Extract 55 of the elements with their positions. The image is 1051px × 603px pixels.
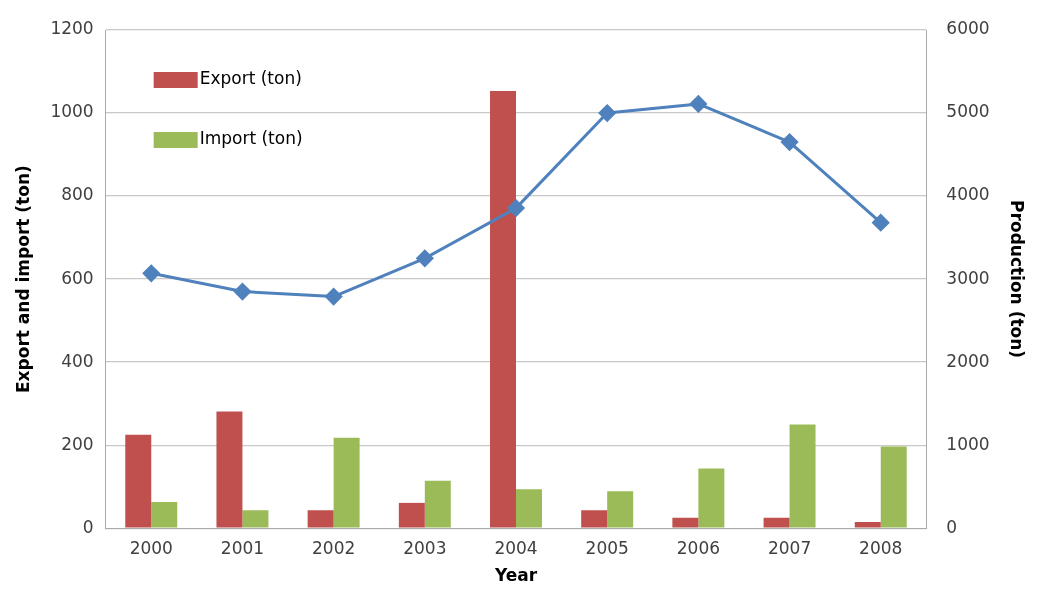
bar <box>151 502 178 528</box>
y2-tick-label: 5000 <box>946 101 990 122</box>
y-tick-label: 800 <box>61 184 94 205</box>
x-tick-label: 2006 <box>676 537 720 558</box>
y2-tick-label: 3000 <box>946 267 990 288</box>
bar <box>854 521 881 528</box>
bar <box>398 502 425 528</box>
point <box>507 199 525 217</box>
bar <box>880 446 907 528</box>
x-tick-label: 2008 <box>859 537 903 558</box>
y-tick-label: 600 <box>61 267 94 288</box>
x-tick-label: 2007 <box>767 537 812 558</box>
x-tick-label: 2000 <box>129 537 173 558</box>
x-tick-label: 2001 <box>220 537 265 558</box>
bar <box>307 510 334 528</box>
y-tick-label: 200 <box>61 433 94 454</box>
bar <box>581 510 608 528</box>
bar <box>698 468 725 528</box>
bar <box>216 411 243 528</box>
y-tick-label: 1000 <box>50 101 94 122</box>
point <box>416 249 434 267</box>
y2-axis-title: Production (ton) <box>1007 200 1028 359</box>
bar <box>516 489 542 528</box>
y-tick-label: 0 <box>82 516 94 537</box>
bar <box>672 517 699 528</box>
x-tick-label: 2002 <box>312 537 356 558</box>
point <box>233 283 251 301</box>
point <box>781 133 799 151</box>
point <box>872 214 890 232</box>
y-tick-label: 400 <box>61 350 94 371</box>
bar <box>125 434 152 528</box>
y2-tick-label: 0 <box>946 516 958 537</box>
y-axis-title: Export and import (ton) <box>12 165 33 393</box>
bar <box>424 480 451 528</box>
point <box>598 104 616 122</box>
bar <box>789 424 816 528</box>
x-tick-label: 2004 <box>494 537 538 558</box>
bar <box>607 491 634 528</box>
legend-label: Export (ton) <box>199 68 302 89</box>
y2-tick-label: 2000 <box>946 350 990 371</box>
point <box>325 288 343 306</box>
y2-tick-label: 6000 <box>946 18 990 39</box>
point <box>689 95 707 113</box>
y2-tick-label: 1000 <box>946 433 990 454</box>
y-tick-label: 1200 <box>50 18 94 39</box>
bar <box>242 510 269 528</box>
bar <box>333 437 360 528</box>
y2-tick-label: 4000 <box>946 184 990 205</box>
x-tick-label: 2003 <box>403 537 447 558</box>
bar <box>763 517 790 528</box>
x-tick-label: 2005 <box>585 537 629 558</box>
legend-label: Import (ton) <box>199 128 303 149</box>
x-axis-title: Year <box>493 565 538 586</box>
bar <box>490 91 516 528</box>
point <box>142 264 160 282</box>
